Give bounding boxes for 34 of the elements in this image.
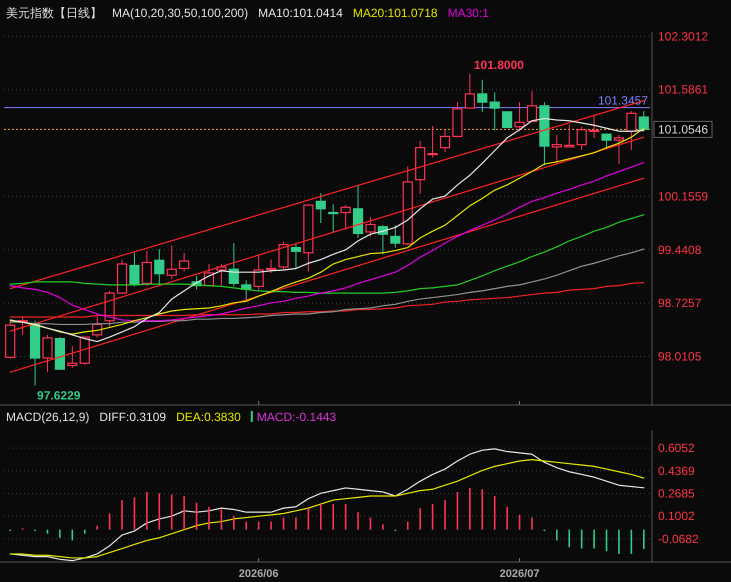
- line-series: [10, 162, 644, 322]
- y-tick-label: 101.5861: [658, 82, 708, 97]
- y-tick-label: 98.0105: [658, 349, 702, 364]
- x-tick-label: 2026/07: [500, 568, 540, 580]
- y-tick-label: 102.3012: [658, 29, 708, 44]
- y-tick-label: -0.0682: [658, 532, 700, 546]
- y-tick-label: 100.1559: [658, 189, 708, 204]
- x-tick-label: 2026/06: [238, 568, 279, 580]
- chart-title: 美元指数【日线】: [6, 6, 102, 20]
- text: DIFF:0.3109: [99, 410, 166, 424]
- y-tick-label: 0.2685: [658, 486, 696, 501]
- candlestick: [328, 204, 338, 232]
- candlestick: [552, 134, 562, 164]
- text: DEA:0.3830: [176, 410, 242, 424]
- candlestick: [539, 102, 550, 166]
- text: MA10:101.0414: [258, 6, 344, 20]
- ref-line-label: 101.3457: [598, 94, 648, 108]
- line-series: [10, 214, 644, 294]
- chart-title: MACD(26,12,9): [6, 410, 90, 424]
- text: MA30:1: [448, 6, 490, 20]
- line-series: [10, 282, 644, 318]
- y-tick-label: 99.4408: [658, 242, 702, 257]
- y-tick-label: 0.4369: [658, 464, 696, 478]
- candlestick: [490, 92, 500, 131]
- annotation: 101.8000: [474, 58, 524, 72]
- candlestick: [477, 79, 488, 112]
- text: MA(10,20,30,50,100,200): [112, 6, 248, 20]
- ref-line-label: 101.0546: [658, 122, 708, 136]
- y-tick-label: 0.6052: [658, 441, 696, 456]
- y-tick-label: 0.1002: [658, 509, 696, 524]
- y-tick-label: 98.7257: [658, 296, 702, 310]
- annotation: 97.6229: [37, 388, 81, 402]
- legend-label: MACD:-0.1443: [256, 410, 336, 424]
- text: MA20:101.0718: [352, 6, 438, 20]
